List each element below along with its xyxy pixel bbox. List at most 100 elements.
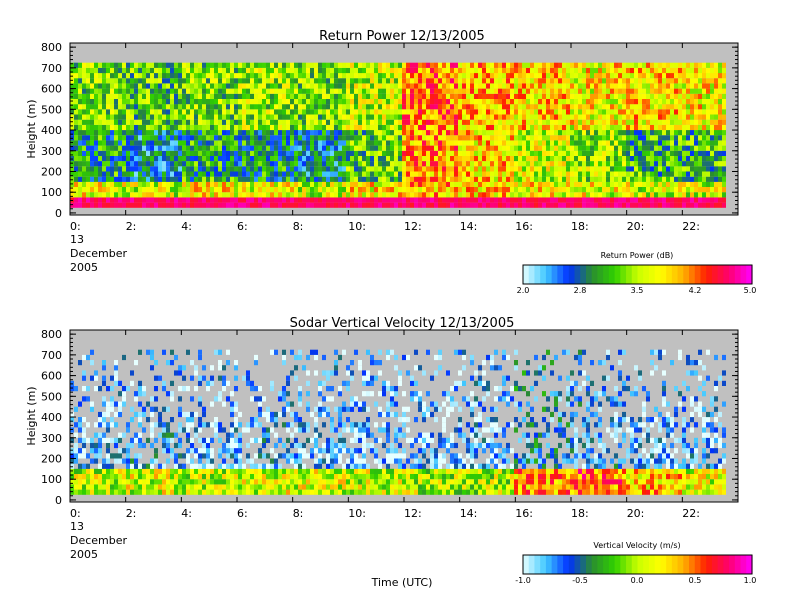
heatmap-cell [650, 166, 654, 172]
heatmap-cell [390, 171, 394, 177]
heatmap-cell [630, 161, 634, 167]
heatmap-cell [210, 130, 214, 136]
heatmap-cell [78, 463, 82, 469]
heatmap-cell [166, 181, 170, 187]
heatmap-cell [90, 197, 94, 203]
heatmap-cell [514, 197, 518, 203]
heatmap-cell [338, 140, 342, 146]
heatmap-cell [502, 109, 506, 115]
heatmap-cell [614, 166, 618, 172]
heatmap-cell [98, 479, 102, 485]
heatmap-cell [718, 202, 722, 208]
heatmap-cell [662, 176, 666, 182]
heatmap-cell [218, 130, 222, 136]
heatmap-cell [162, 176, 166, 182]
heatmap-cell [114, 453, 118, 459]
heatmap-cell [150, 197, 154, 203]
heatmap-cell [266, 67, 270, 74]
heatmap-cell [210, 166, 214, 172]
heatmap-cell [374, 104, 378, 110]
heatmap-cell [298, 104, 302, 110]
heatmap-cell [186, 88, 190, 94]
heatmap-cell [446, 119, 450, 125]
heatmap-cell [646, 161, 650, 167]
heatmap-cell [678, 181, 682, 187]
heatmap-cell [70, 155, 74, 162]
heatmap-cell [422, 99, 426, 105]
heatmap-cell [158, 67, 162, 74]
heatmap-cell [206, 187, 210, 193]
heatmap-cell [650, 140, 654, 146]
chart-title: Sodar Vertical Velocity 12/13/2005 [290, 316, 515, 331]
heatmap-cell [338, 145, 342, 151]
heatmap-cell [662, 150, 666, 156]
heatmap-cell [646, 192, 650, 198]
heatmap-cell [310, 140, 314, 146]
heatmap-cell [338, 88, 342, 94]
heatmap-cell [686, 171, 690, 177]
heatmap-cell [490, 197, 494, 203]
heatmap-cell [354, 88, 358, 94]
heatmap-cell [486, 161, 490, 167]
heatmap-cell [330, 73, 334, 79]
heatmap-cell [198, 119, 202, 125]
heatmap-cell [650, 135, 654, 141]
heatmap-cell [474, 119, 478, 125]
heatmap-cell [266, 135, 270, 141]
heatmap-cell [630, 73, 634, 79]
heatmap-cell [290, 171, 294, 177]
heatmap-cell [146, 171, 150, 177]
heatmap-cell [94, 93, 98, 99]
heatmap-cell [430, 192, 434, 198]
heatmap-cell [682, 192, 686, 198]
heatmap-cell [686, 192, 690, 198]
heatmap-cell [474, 192, 478, 198]
heatmap-cell [574, 161, 578, 167]
heatmap-cell [542, 62, 546, 68]
heatmap-cell [98, 411, 102, 418]
heatmap-cell [578, 62, 582, 68]
heatmap-cell [574, 78, 578, 84]
heatmap-cell [506, 73, 510, 79]
heatmap-cell [230, 150, 234, 156]
heatmap-cell [162, 83, 166, 89]
heatmap-cell [538, 124, 542, 131]
heatmap-cell [178, 197, 182, 203]
heatmap-cell [146, 192, 150, 198]
heatmap-cell [486, 192, 490, 198]
heatmap-cell [694, 171, 698, 177]
heatmap-cell [426, 62, 430, 68]
heatmap-cell [502, 78, 506, 84]
heatmap-cell [294, 62, 298, 68]
heatmap-cell [582, 176, 586, 182]
heatmap-cell [630, 99, 634, 105]
heatmap-cell [78, 99, 82, 105]
heatmap-cell [186, 161, 190, 167]
heatmap-cell [246, 119, 250, 125]
heatmap-cell [154, 93, 158, 99]
heatmap-cell [498, 104, 502, 110]
heatmap-cell [162, 197, 166, 203]
heatmap-cell [498, 197, 502, 203]
heatmap-cell [294, 145, 298, 151]
heatmap-cell [722, 161, 726, 167]
heatmap-cell [182, 135, 186, 141]
heatmap-cell [274, 73, 278, 79]
heatmap-cell [274, 67, 278, 74]
heatmap-cell [622, 93, 626, 99]
heatmap-cell [350, 99, 354, 105]
heatmap-cell [346, 192, 350, 198]
heatmap-cell [558, 67, 562, 74]
heatmap-cell [686, 130, 690, 136]
heatmap-cell [702, 161, 706, 167]
heatmap-cell [586, 197, 590, 203]
heatmap-cell [482, 99, 486, 105]
heatmap-cell [94, 468, 98, 474]
heatmap-cell [498, 161, 502, 167]
heatmap-cell [418, 78, 422, 84]
heatmap-cell [222, 104, 226, 110]
heatmap-cell [722, 114, 726, 120]
heatmap-cell [282, 104, 286, 110]
heatmap-cell [562, 124, 566, 131]
heatmap-cell [454, 187, 458, 193]
